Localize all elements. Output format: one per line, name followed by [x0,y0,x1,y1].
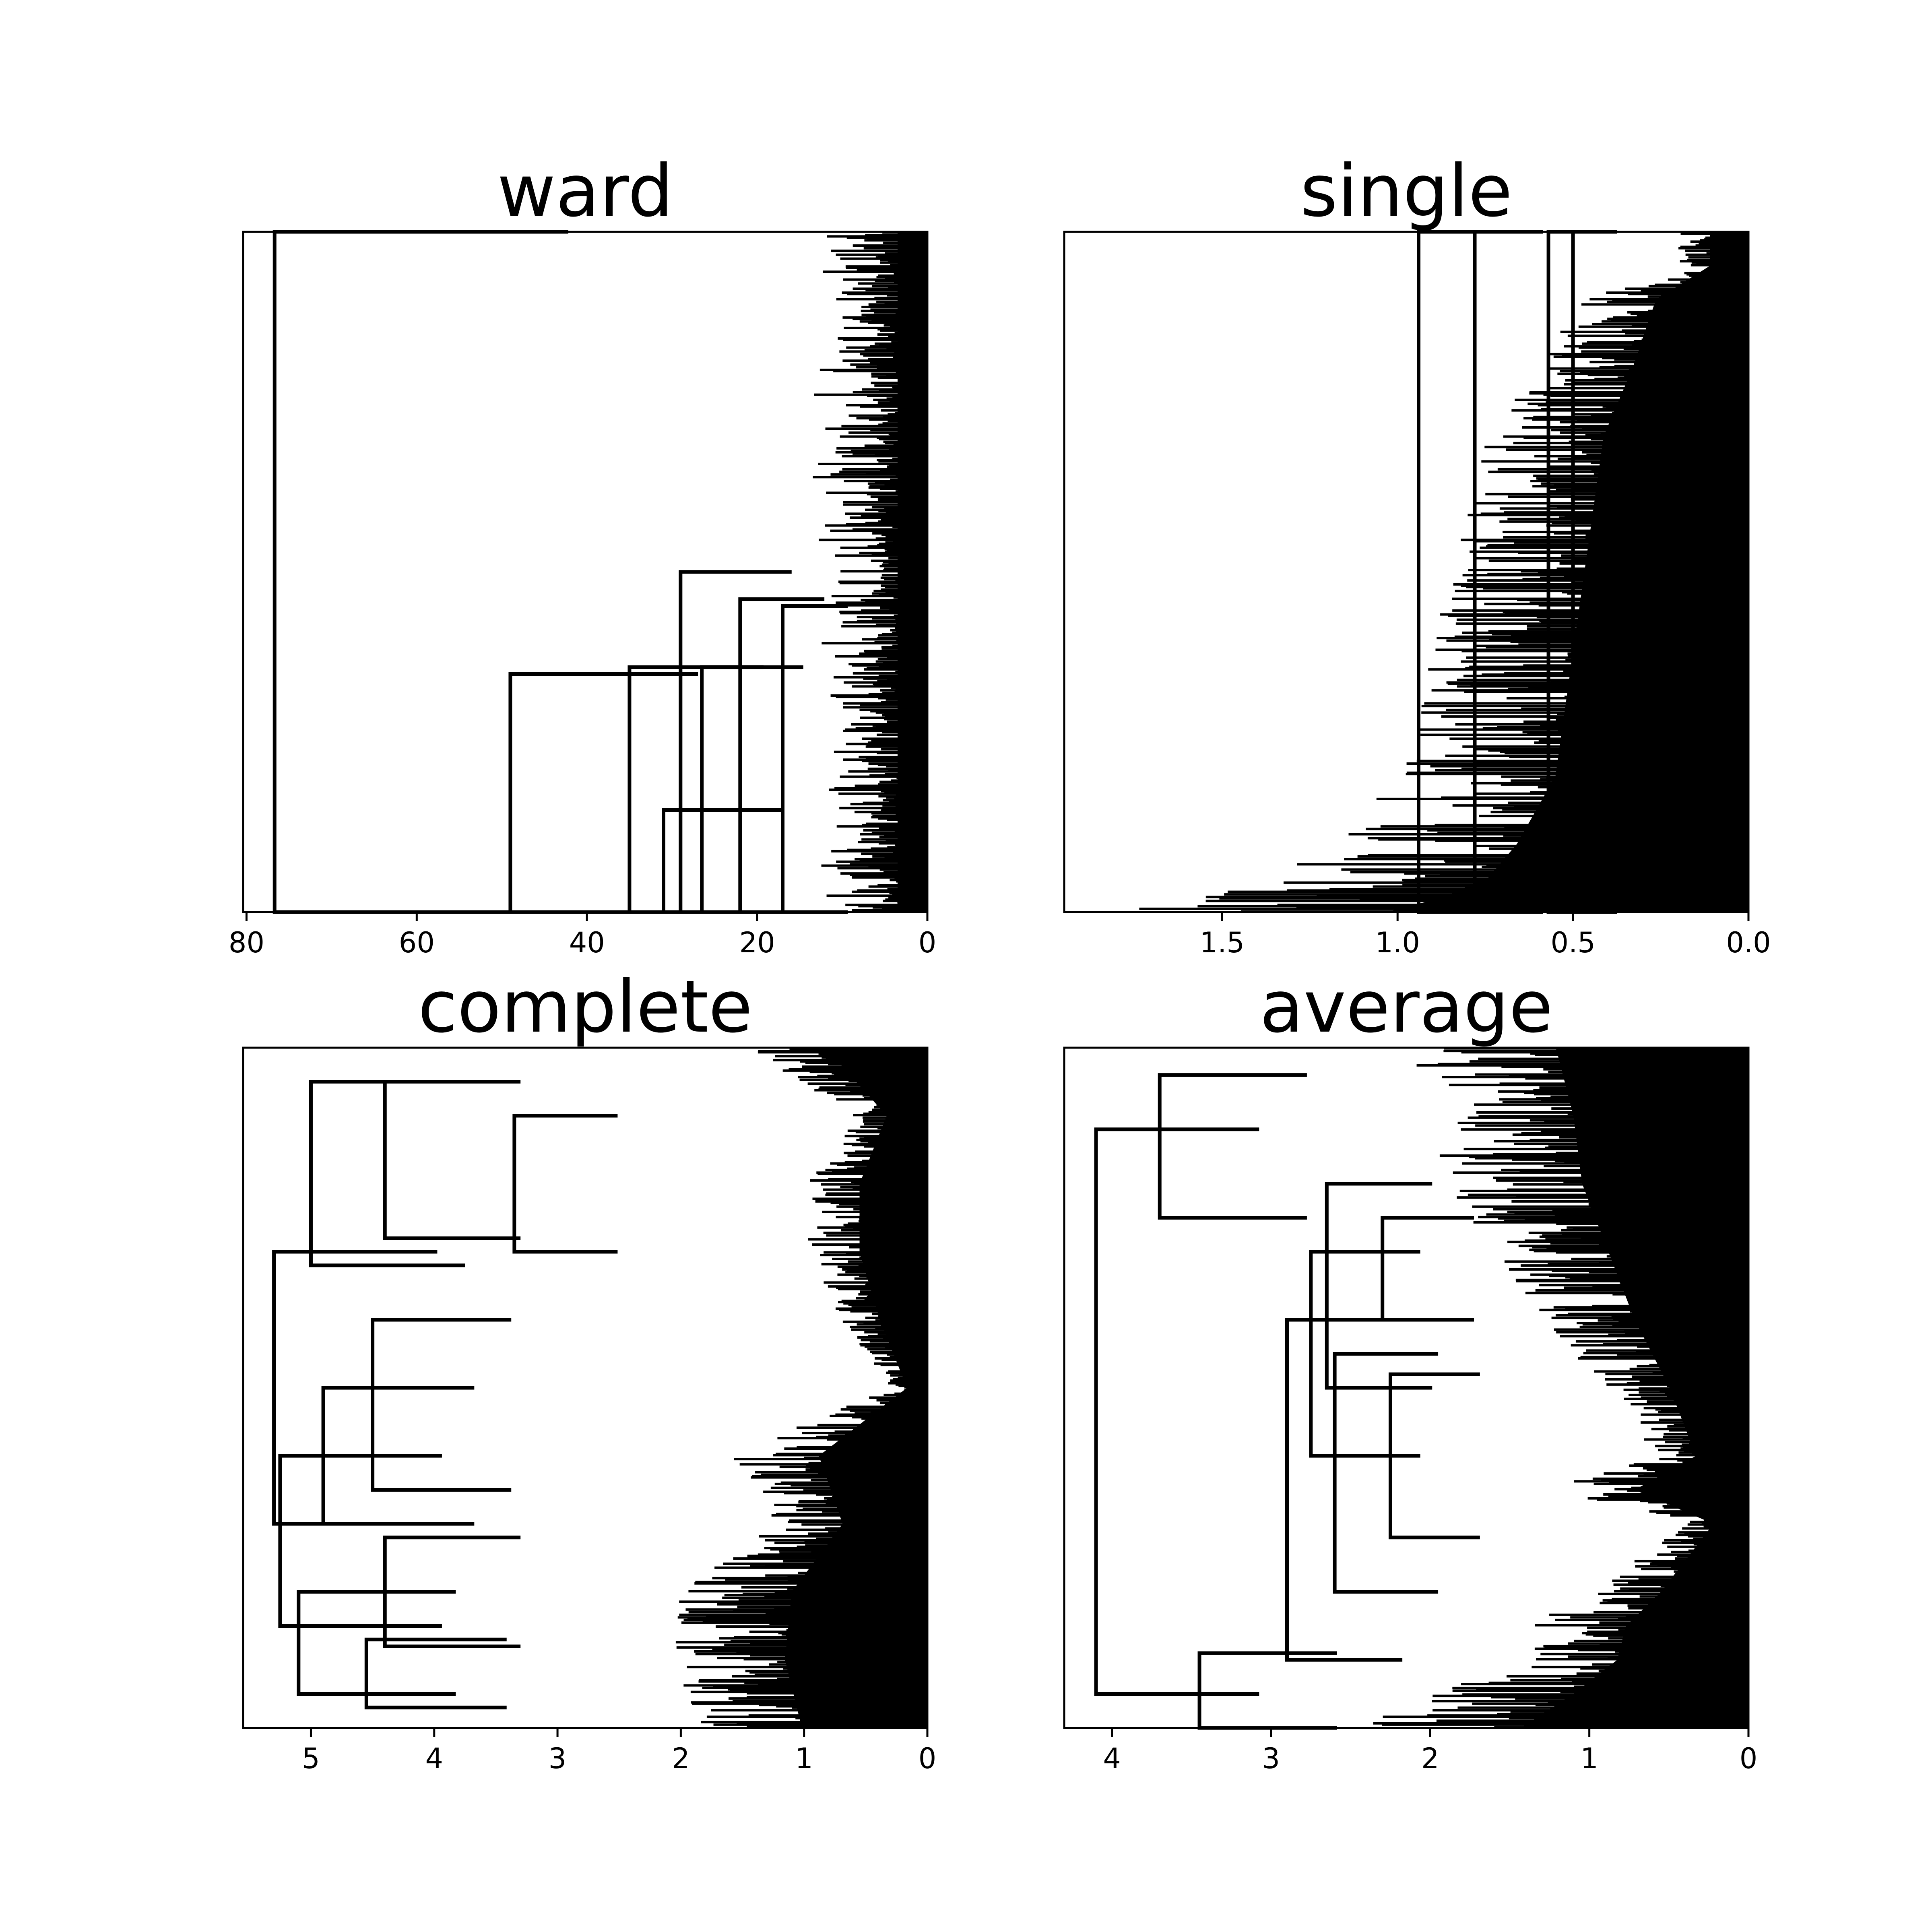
x-tick-label: 4 [1103,1742,1121,1775]
axes-frame [1063,1046,1750,1729]
x-tick-label: 3 [1262,1742,1280,1775]
x-axis: 80 60 40 20 0 [229,912,936,959]
x-tick-label: 2 [672,1742,690,1775]
x-tick-label: 0.5 [1550,926,1595,959]
x-tick-label: 5 [302,1742,320,1775]
x-tick-label: 0 [919,926,937,959]
x-tick-label: 1 [795,1742,813,1775]
merge-link [371,1318,512,1492]
merge-link [278,1454,442,1628]
x-axis: 5 4 3 2 1 0 [302,1728,936,1775]
axes-frame [1063,231,1750,913]
x-axis: 4 3 2 1 0 [1103,1728,1757,1775]
panel-title: average [1260,965,1553,1049]
leaf-mass [897,232,927,912]
merge-link [1381,1216,1474,1322]
panel-average: average 4 3 2 1 0 [1063,965,1757,1775]
merge-link [1285,1318,1403,1662]
merge-link [1158,1073,1307,1220]
x-tick-label: 40 [569,926,605,959]
leaf-mass [1385,232,1748,912]
leaf-mass [1521,1048,1748,1728]
merge-link [297,1590,456,1696]
leaf-mass [785,1048,927,1728]
panel-complete: complete 5 4 3 2 1 0 [242,965,936,1775]
x-tick-label: 20 [739,926,775,959]
merge-link [1333,1352,1439,1594]
merge-link [1309,1250,1420,1458]
axes-frame [242,231,929,913]
panel-ward: ward 80 60 40 20 0 [229,149,936,959]
merge-link [321,1386,475,1526]
merge-link [364,1637,507,1709]
panel-single: single 1.5 1.0 0.5 0.0 [1063,149,1771,959]
x-tick-label: 1.0 [1375,926,1420,959]
panel-title: ward [497,149,673,233]
axes-frame [242,1046,929,1729]
x-tick-label: 3 [549,1742,567,1775]
merge-link [383,1536,521,1648]
x-axis: 1.5 1.0 0.5 0.0 [1200,912,1771,959]
x-tick-label: 80 [229,926,264,959]
merge-link [1094,1127,1259,1696]
merge-link [1388,1372,1480,1540]
merge-link [512,1114,618,1254]
x-tick-label: 60 [399,926,435,959]
x-tick-label: 2 [1421,1742,1439,1775]
merge-link [1325,1182,1432,1390]
x-tick-label: 1 [1580,1742,1598,1775]
x-tick-label: 1.5 [1200,926,1245,959]
x-tick-label: 0 [919,1742,937,1775]
panel-title: complete [418,965,752,1049]
merge-link [383,1080,521,1240]
panel-title: single [1300,149,1513,233]
x-tick-label: 0.0 [1726,926,1771,959]
x-tick-label: 0 [1740,1742,1758,1775]
x-tick-label: 4 [425,1742,444,1775]
merge-links [272,1080,618,1709]
